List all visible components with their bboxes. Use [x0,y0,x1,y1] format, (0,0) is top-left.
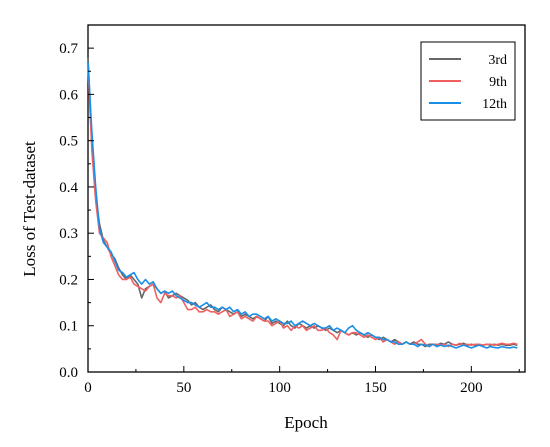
y-tick-label: 0.0 [59,365,78,381]
y-tick-label: 0.4 [59,180,78,196]
y-tick-label: 0.3 [59,226,78,242]
y-tick-label: 0.6 [59,87,78,103]
x-tick-label: 50 [176,380,191,396]
axis-ticks: 0 50 100 150 200 0.0 0.1 0.2 0.3 0.4 0.5 0.6 0.7 [59,41,520,396]
series-line-3 [87,61,518,349]
y-tick-label: 0.1 [59,319,78,335]
plot-frame [87,24,526,373]
x-tick-label: 150 [364,380,387,396]
legend: 3rd 9th 12th [420,41,516,121]
y-tick-label: 0.5 [59,134,78,150]
y-tick-label: 0.2 [59,272,78,288]
x-tick-label: 0 [84,380,92,396]
series-layer [87,57,518,349]
plot-border [87,24,526,373]
legend-label-1: 3rd [488,53,507,68]
x-axis-label: Epoch [284,413,328,432]
x-tick-label: 100 [268,380,291,396]
legend-label-2: 9th [489,75,507,90]
legend-label-3: 12th [482,97,507,112]
y-axis-label: Loss of Test-dataset [20,141,39,277]
x-tick-label: 200 [460,380,483,396]
y-tick-label: 0.7 [59,41,78,57]
series-line-2 [87,66,518,348]
